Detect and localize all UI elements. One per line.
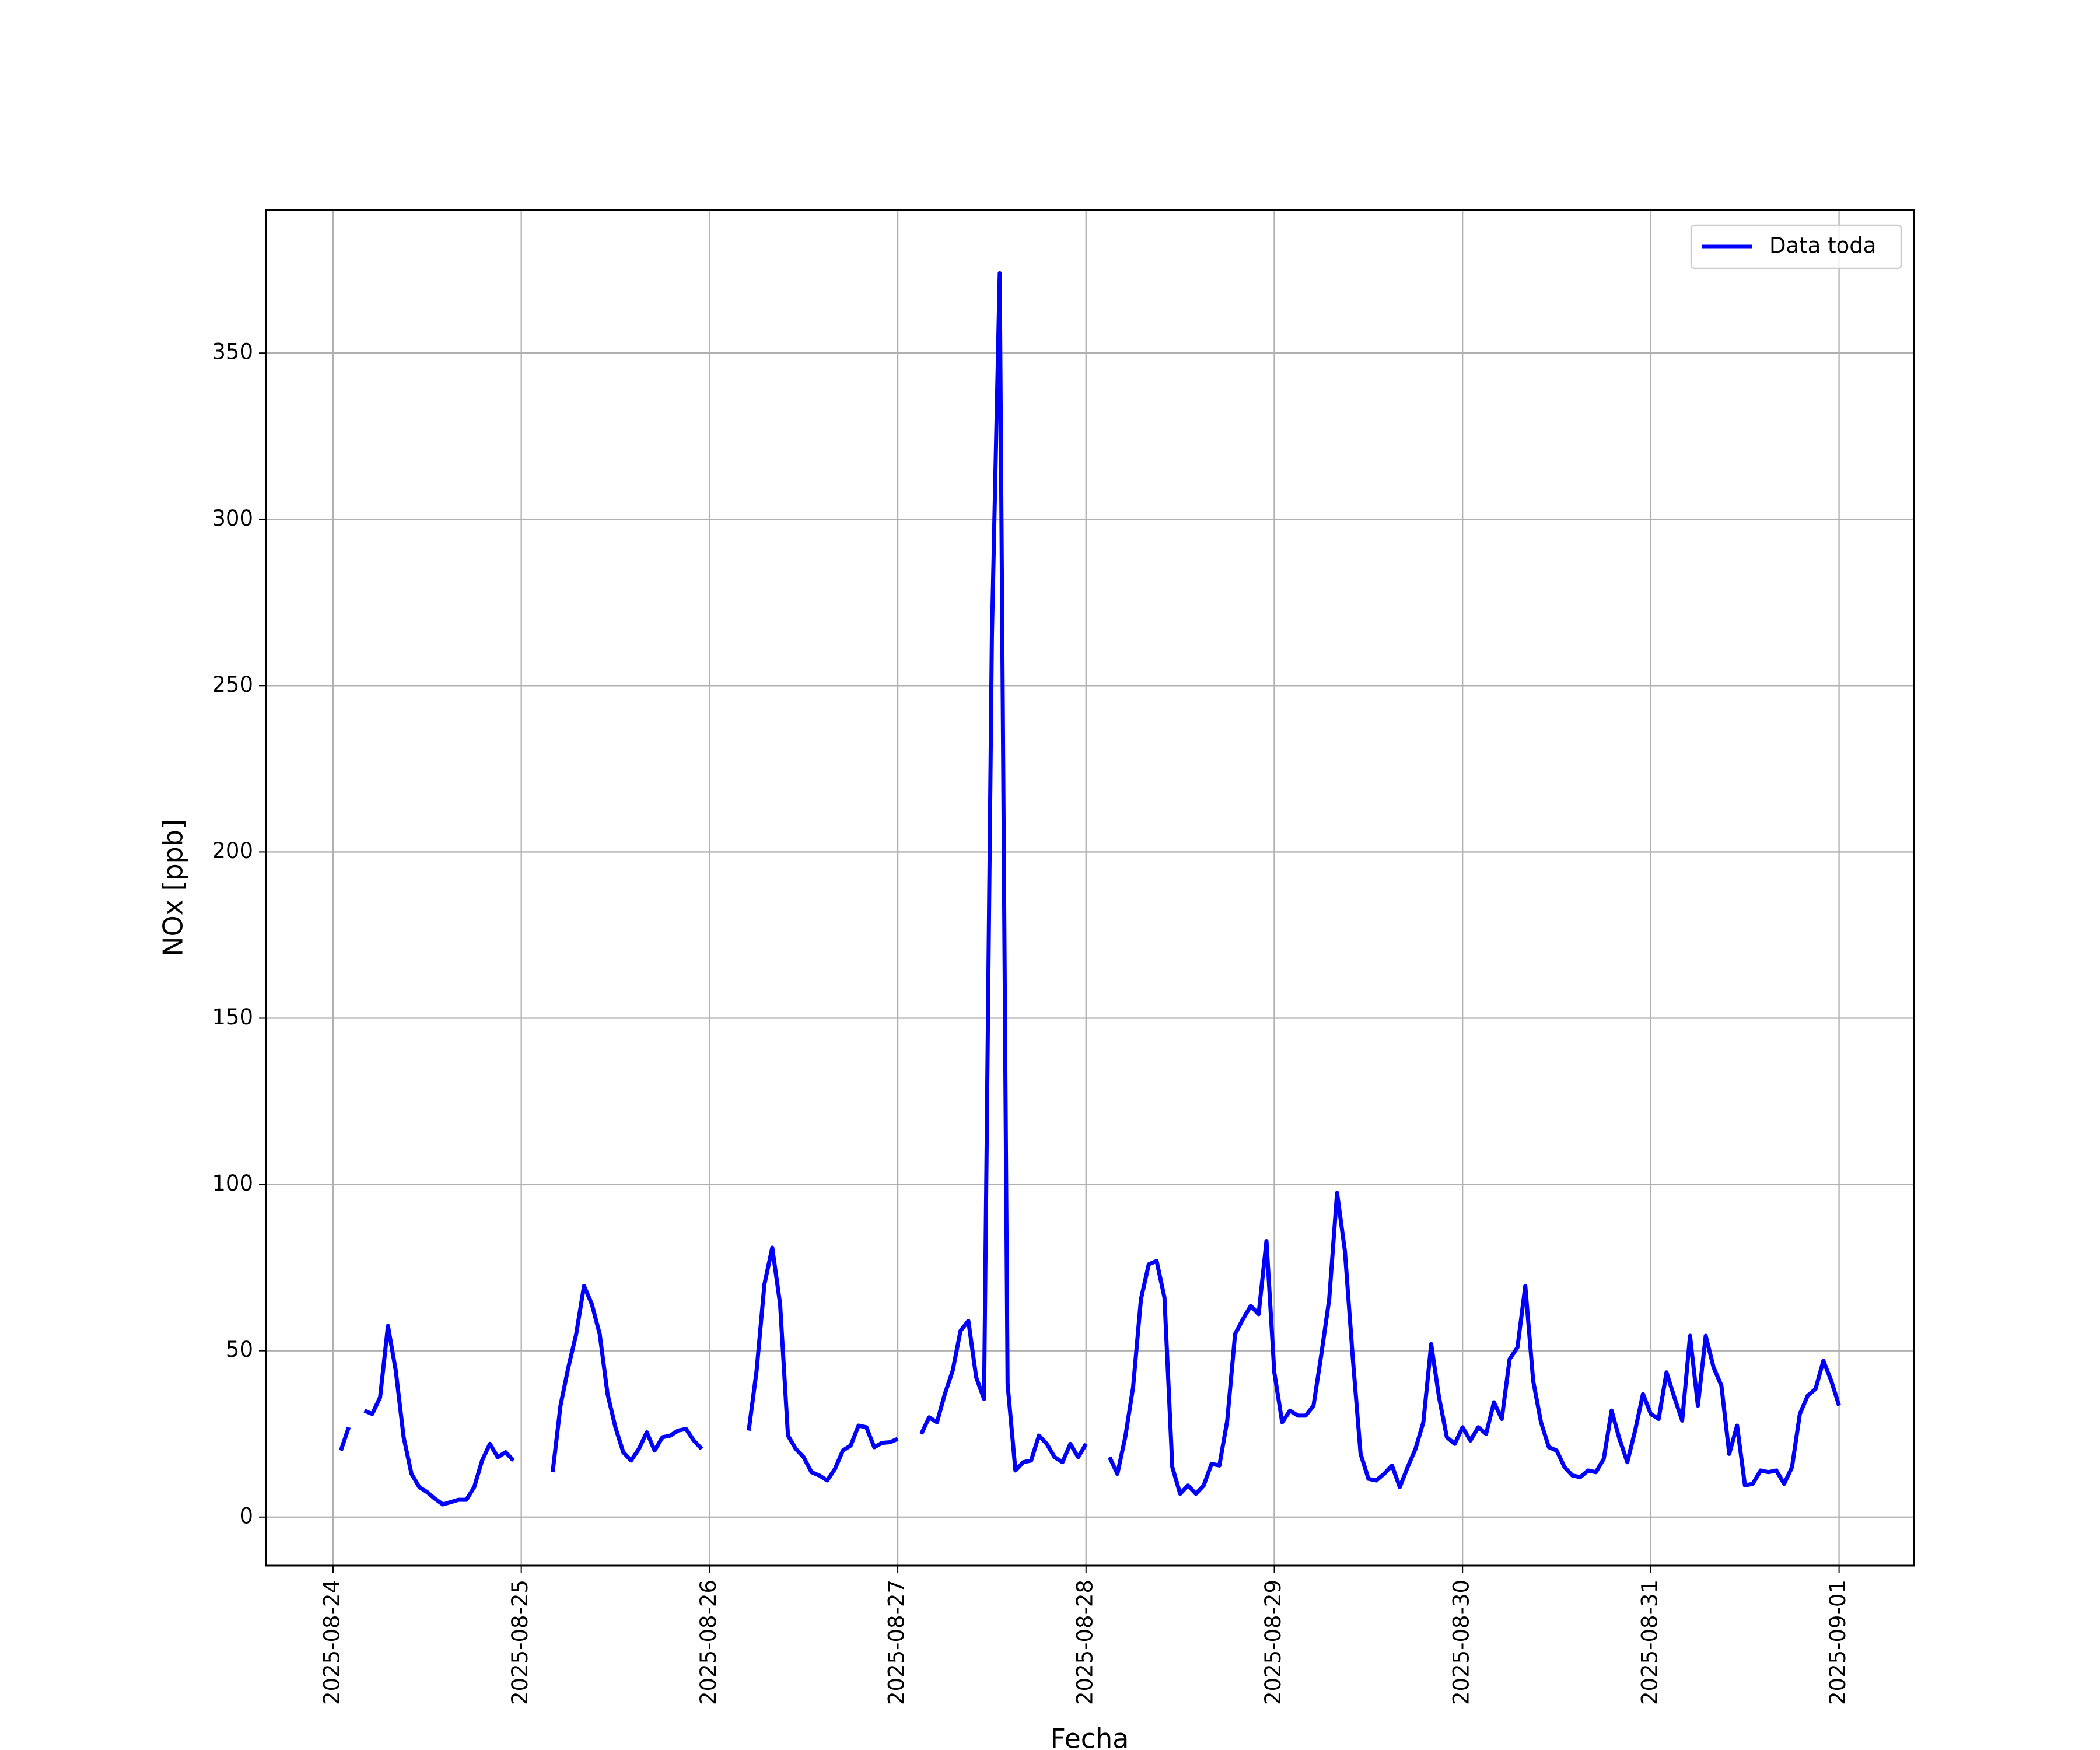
x-tick-label: 2025-08-27 <box>884 1580 909 1705</box>
x-tick-label: 2025-08-25 <box>508 1580 533 1705</box>
y-tick-label: 50 <box>226 1337 253 1362</box>
x-tick-label: 2025-08-31 <box>1637 1580 1662 1705</box>
x-tick-label: 2025-08-30 <box>1449 1580 1474 1705</box>
x-tick-label: 2025-08-29 <box>1261 1580 1286 1705</box>
y-tick-label: 200 <box>212 838 253 863</box>
legend-box <box>1690 224 1902 270</box>
x-tick-label: 2025-08-26 <box>696 1580 721 1705</box>
y-axis-label: NOx [ppb] <box>158 819 189 957</box>
y-tick-label: 300 <box>212 506 253 531</box>
legend-label: Data toda <box>1769 233 1876 258</box>
y-tick-label: 100 <box>212 1171 253 1196</box>
y-tick-label: 150 <box>212 1005 253 1030</box>
y-tick-label: 250 <box>212 672 253 697</box>
x-tick-label: 2025-08-28 <box>1072 1580 1097 1705</box>
data-line <box>339 271 1841 1507</box>
x-tick-label: 2025-08-24 <box>319 1580 344 1705</box>
y-tick-label: 350 <box>212 340 253 365</box>
x-tick-label: 2025-09-01 <box>1825 1580 1850 1705</box>
x-axis-label: Fecha <box>1051 1723 1129 1750</box>
y-tick-label: 0 <box>239 1503 253 1528</box>
plot-frame <box>265 209 1915 1567</box>
